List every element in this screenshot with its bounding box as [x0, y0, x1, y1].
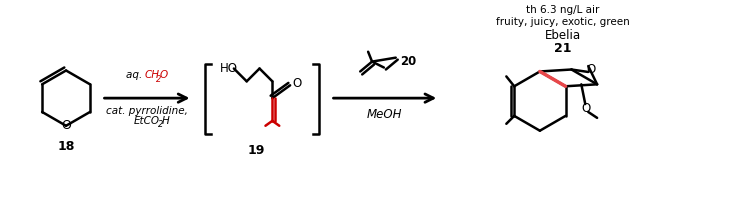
- Text: fruity, juicy, exotic, green: fruity, juicy, exotic, green: [495, 17, 630, 27]
- Text: MeOH: MeOH: [367, 108, 403, 121]
- Text: 2: 2: [158, 120, 163, 129]
- Text: CH: CH: [145, 70, 160, 80]
- Text: Ebelia: Ebelia: [544, 29, 581, 42]
- Text: O: O: [587, 62, 596, 76]
- Text: EtCO: EtCO: [134, 116, 160, 126]
- Text: O: O: [581, 102, 591, 116]
- Text: cat. pyrrolidine,: cat. pyrrolidine,: [106, 106, 188, 116]
- Text: 2: 2: [156, 75, 161, 84]
- Text: 20: 20: [400, 55, 416, 68]
- Text: O: O: [160, 70, 168, 80]
- Text: aq.: aq.: [125, 70, 145, 80]
- Text: H: H: [162, 116, 170, 126]
- Text: th 6.3 ng/L air: th 6.3 ng/L air: [526, 5, 599, 15]
- Text: 18: 18: [57, 140, 75, 152]
- Text: HO: HO: [220, 62, 238, 75]
- Text: O: O: [292, 77, 302, 90]
- Text: 21: 21: [554, 42, 572, 55]
- Text: 19: 19: [248, 144, 265, 157]
- Text: O: O: [61, 119, 71, 132]
